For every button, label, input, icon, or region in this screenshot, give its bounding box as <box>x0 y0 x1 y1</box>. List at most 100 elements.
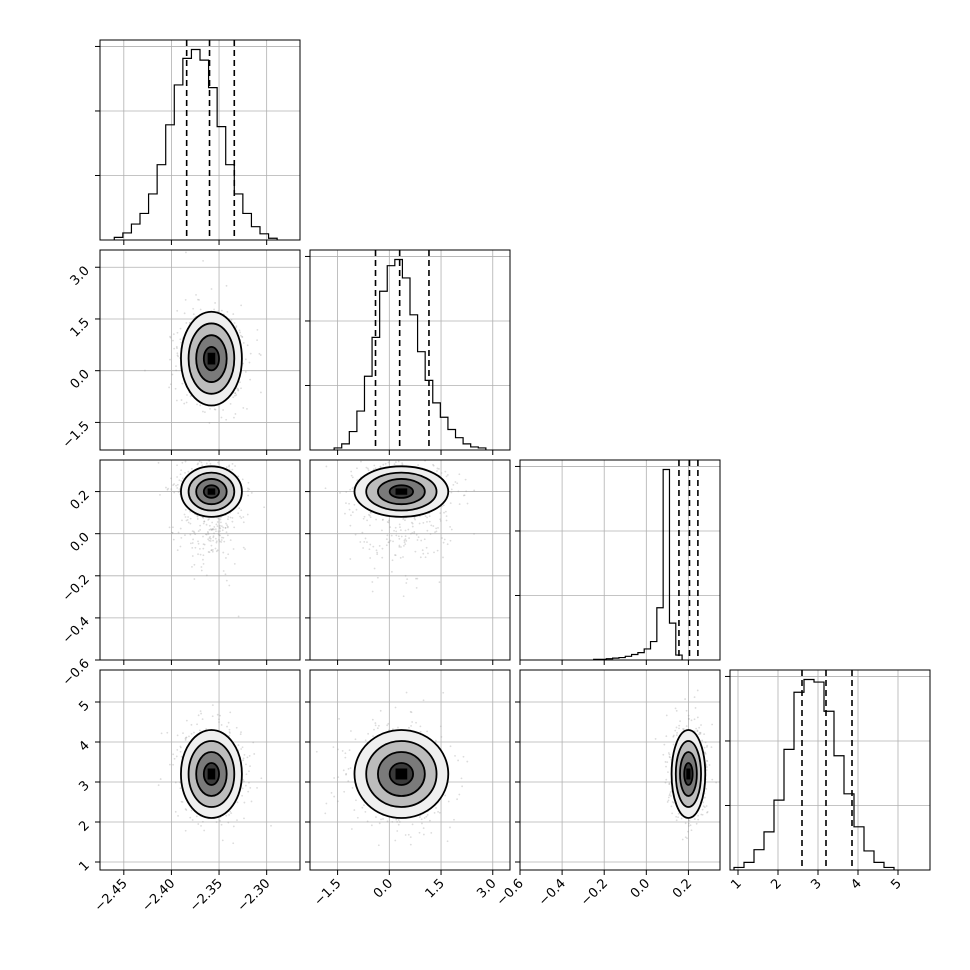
scatter-point <box>229 810 232 813</box>
scatter-point <box>216 549 219 552</box>
scatter-point <box>704 752 706 754</box>
scatter-point <box>169 763 171 766</box>
scatter-point <box>225 531 228 534</box>
scatter-point <box>388 519 390 522</box>
scatter-point <box>225 522 227 525</box>
scatter-point <box>693 818 696 820</box>
scatter-point <box>196 515 199 518</box>
scatter-point <box>228 731 231 733</box>
contour-1-0-0 <box>202 345 220 372</box>
scatter-point <box>443 538 446 541</box>
scatter-point <box>229 732 231 734</box>
scatter-point <box>225 284 228 287</box>
scatter-point <box>344 752 347 755</box>
scatter-point <box>207 538 210 541</box>
scatter-point <box>233 322 236 324</box>
scatter-point <box>179 545 182 548</box>
scatter-point <box>441 537 443 539</box>
scatter-point <box>437 810 440 813</box>
scatter-point <box>206 530 209 533</box>
scatter-point <box>457 759 460 762</box>
ytick-label-1-2: 1.5 <box>68 315 93 340</box>
scatter-point <box>196 723 198 726</box>
joint-panel-3-1 <box>309 669 511 871</box>
scatter-point <box>160 732 163 735</box>
scatter-point <box>667 796 670 799</box>
scatter-point <box>199 404 202 407</box>
scatter-point <box>350 730 352 732</box>
scatter-point <box>678 724 681 727</box>
scatter-point <box>176 734 179 737</box>
scatter-point <box>350 828 353 830</box>
scatter-point <box>192 307 195 310</box>
scatter-point <box>249 352 252 355</box>
scatter-point <box>350 514 352 517</box>
scatter-point <box>672 734 675 737</box>
joint-panel-2-1 <box>309 455 511 661</box>
scatter-point <box>230 812 233 815</box>
histogram-1 <box>333 258 487 450</box>
scatter-point <box>397 460 400 463</box>
scatter-point <box>179 473 182 476</box>
scatter-point <box>426 814 429 816</box>
scatter-point <box>669 756 671 759</box>
scatter-point <box>171 531 174 534</box>
scatter-point <box>398 546 401 548</box>
scatter-point <box>422 833 425 836</box>
scatter-point <box>373 464 376 467</box>
scatter-point <box>168 386 170 389</box>
scatter-point <box>394 554 396 556</box>
scatter-point <box>380 818 382 821</box>
scatter-point <box>175 365 177 368</box>
joint-content-3-0 <box>100 670 300 870</box>
scatter-point <box>395 818 398 821</box>
scatter-point <box>184 534 186 537</box>
xtick-label-3-1: 2 <box>768 876 784 892</box>
scatter-point <box>203 411 206 414</box>
scatter-point <box>175 484 178 487</box>
scatter-point <box>672 743 675 746</box>
scatter-point <box>681 838 684 841</box>
scatter-point <box>185 322 188 324</box>
scatter-point <box>249 378 252 381</box>
scatter-point <box>410 711 413 714</box>
scatter-point <box>347 780 350 783</box>
scatter-point <box>249 765 251 767</box>
scatter-point <box>224 573 227 576</box>
scatter-point <box>233 526 236 529</box>
scatter-point <box>449 539 452 542</box>
scatter-point <box>172 526 174 529</box>
scatter-point <box>341 750 344 752</box>
scatter-point <box>233 394 236 397</box>
scatter-point <box>422 521 425 524</box>
scatter-point <box>167 487 170 490</box>
scatter-point <box>184 460 187 463</box>
scatter-point <box>238 329 241 332</box>
scatter-point <box>705 787 708 790</box>
scatter-point <box>706 766 708 768</box>
scatter-point <box>234 413 237 415</box>
scatter-point <box>185 736 188 739</box>
scatter-point <box>370 455 372 457</box>
scatter-point <box>394 706 397 709</box>
xtick-label-2-0: −0.6 <box>494 876 527 909</box>
scatter-point <box>433 811 436 814</box>
scatter-point <box>353 809 356 811</box>
scatter-point <box>432 464 435 467</box>
scatter-point <box>684 822 687 825</box>
scatter-point <box>173 757 176 760</box>
scatter-point <box>430 831 433 834</box>
scatter-point <box>242 516 245 518</box>
scatter-point <box>219 819 221 822</box>
scatter-point <box>217 461 219 464</box>
scatter-point <box>227 821 230 824</box>
scatter-point <box>367 732 370 735</box>
scatter-point <box>199 457 201 459</box>
scatter-point <box>379 709 382 712</box>
xtick-label-2-2: −0.2 <box>578 876 611 909</box>
scatter-point <box>172 339 174 342</box>
scatter-point <box>418 831 421 834</box>
scatter-point <box>685 709 688 712</box>
scatter-point <box>217 532 220 535</box>
scatter-point <box>208 537 211 539</box>
